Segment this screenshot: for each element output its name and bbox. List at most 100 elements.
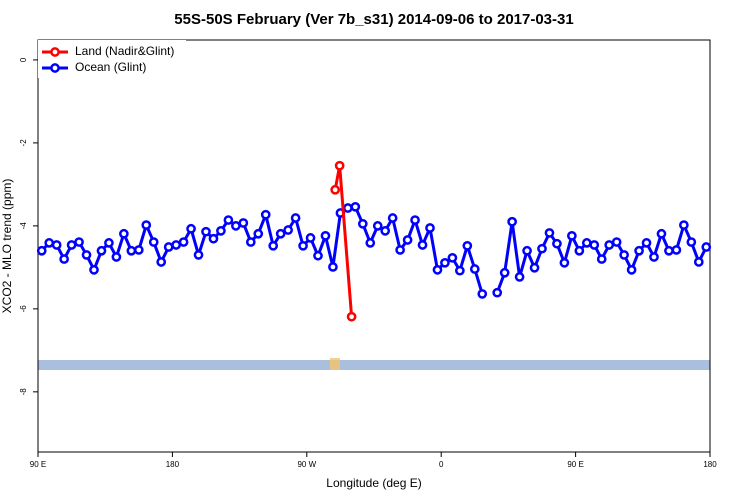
x-tick-label: 90 E — [30, 460, 46, 469]
point — [589, 240, 600, 250]
x-tick-label: 0 — [439, 460, 444, 469]
point — [357, 218, 368, 229]
point — [365, 238, 376, 248]
point — [231, 221, 241, 231]
y-tick-label: -8 — [19, 388, 28, 396]
point — [634, 245, 644, 256]
point — [649, 252, 659, 262]
point — [133, 245, 144, 255]
point — [343, 203, 353, 213]
point — [581, 238, 592, 248]
point — [320, 230, 331, 241]
y-axis-label: XCO2 - MLO trend (ppm) — [0, 179, 14, 314]
point — [380, 226, 391, 236]
point — [275, 228, 286, 239]
point — [402, 235, 413, 245]
point — [440, 257, 450, 268]
point — [283, 225, 293, 235]
point — [44, 238, 55, 248]
point — [156, 257, 167, 267]
point — [260, 209, 271, 220]
point — [350, 201, 361, 212]
point — [567, 230, 577, 241]
point — [51, 240, 62, 250]
legend-label: Ocean (Glint) — [75, 60, 146, 74]
point — [432, 265, 443, 275]
point — [544, 228, 555, 238]
point — [74, 237, 84, 247]
point — [290, 213, 301, 223]
point — [552, 238, 562, 249]
y-tick-label: 0 — [19, 57, 28, 62]
point — [469, 264, 480, 274]
legend-box — [38, 40, 186, 78]
point — [163, 242, 174, 252]
y-tick-label: -2 — [19, 139, 28, 147]
x-tick-label: 180 — [166, 460, 180, 469]
x-axis-label: Longitude (deg E) — [326, 476, 421, 490]
point — [701, 242, 712, 252]
x-tick-label: 90 W — [297, 460, 316, 469]
point — [171, 240, 181, 250]
point — [201, 226, 211, 237]
point — [238, 218, 249, 228]
point — [298, 240, 308, 251]
point — [193, 250, 204, 260]
point — [499, 267, 510, 278]
point — [372, 221, 383, 231]
point — [346, 311, 357, 322]
point — [111, 252, 122, 262]
legend-marker — [50, 63, 60, 73]
point — [208, 233, 219, 244]
point — [596, 254, 607, 264]
legend-label: Land (Nadir&Glint) — [75, 44, 174, 58]
point — [395, 245, 405, 255]
point — [455, 265, 465, 276]
land-patch — [330, 358, 340, 370]
point — [245, 237, 256, 247]
point — [492, 287, 503, 298]
point — [611, 237, 622, 247]
point — [96, 245, 107, 256]
point — [671, 245, 682, 255]
point — [425, 223, 435, 233]
point — [305, 233, 316, 243]
point — [313, 250, 323, 261]
point — [507, 216, 517, 227]
point — [36, 245, 47, 256]
point — [664, 245, 674, 256]
point — [559, 257, 570, 268]
point — [387, 213, 398, 223]
point — [626, 265, 637, 275]
point — [693, 257, 704, 267]
point — [686, 237, 697, 247]
point — [253, 228, 264, 239]
point — [186, 223, 196, 234]
point — [216, 226, 226, 236]
y-tick-label: -6 — [19, 305, 28, 313]
point — [268, 240, 279, 251]
point — [522, 245, 532, 256]
point — [679, 220, 689, 230]
point — [330, 184, 341, 195]
point — [537, 243, 547, 254]
point — [89, 265, 99, 275]
point — [514, 272, 525, 282]
chart-title: 55S-50S February (Ver 7b_s31) 2014-09-06… — [174, 11, 573, 28]
point — [119, 228, 129, 239]
x-tick-label: 90 E — [567, 460, 583, 469]
point — [447, 252, 458, 263]
point — [141, 220, 152, 230]
legend-marker — [50, 47, 60, 57]
point — [81, 250, 92, 260]
point — [334, 160, 345, 171]
point — [477, 289, 488, 299]
point — [59, 254, 69, 264]
point — [574, 245, 585, 256]
point — [104, 238, 114, 248]
y-tick-label: -4 — [19, 222, 28, 230]
point — [66, 240, 77, 250]
point — [410, 215, 420, 225]
point — [223, 215, 234, 225]
